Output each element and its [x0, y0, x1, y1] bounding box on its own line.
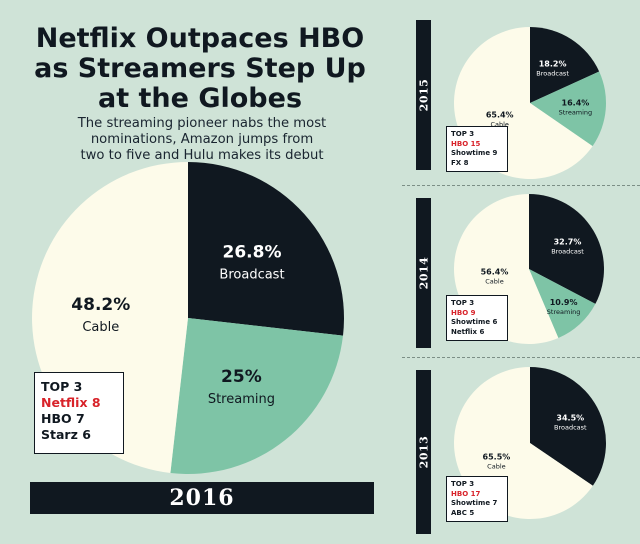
top3-item-first: HBO 15 [451, 139, 481, 148]
subtitle-line: two to five and Hulu makes its debut [80, 148, 324, 163]
top3-heading: TOP 3 [451, 130, 475, 138]
top3-item-third: Starz 6 [41, 427, 91, 442]
chart-subtitle: The streaming pioneer nabs the most nomi… [60, 116, 344, 164]
slice-category-label: Streaming [547, 308, 581, 316]
year-label-2013: 2013 [417, 435, 430, 469]
slice-category-label: Cable [490, 121, 508, 129]
slice-value-label: 32.7% [554, 237, 582, 246]
subtitle-line: The streaming pioneer nabs the most [77, 116, 327, 131]
pie-slice-broadcast [530, 367, 607, 486]
section-divider [402, 357, 640, 358]
top3-item-third: FX 8 [451, 158, 469, 167]
slice-value-label: 18.2% [539, 60, 567, 69]
slice-value-label: 16.4% [562, 99, 590, 108]
top3-item-second: Showtime 7 [451, 499, 498, 507]
top3-heading: TOP 3 [451, 299, 475, 307]
pie-slice-streaming [529, 269, 596, 339]
chart-title: Netflix Outpaces HBO as Streamers Step U… [16, 24, 384, 114]
pie-slice-streaming [170, 318, 343, 474]
section-divider [402, 185, 640, 186]
pie-slice-streaming [530, 71, 607, 147]
title-line: at the Globes [97, 83, 303, 114]
top3-item-second: Showtime 6 [451, 318, 498, 326]
top3-item-second: HBO 7 [41, 411, 85, 426]
slice-category-label: Cable [485, 278, 503, 286]
slice-value-label: 48.2% [71, 295, 130, 315]
subtitle-line: nominations, Amazon jumps from [90, 132, 314, 147]
slice-value-label: 65.5% [483, 452, 511, 461]
pie-slice-broadcast [530, 27, 600, 103]
slice-value-label: 26.8% [223, 243, 282, 263]
pie-slice-broadcast [188, 162, 344, 336]
slice-value-label: 10.9% [550, 298, 578, 307]
top3-heading: TOP 3 [451, 480, 475, 488]
top3-item-third: Netflix 6 [451, 327, 485, 336]
year-bar-2014: 2014 [416, 198, 431, 348]
slice-category-label: Streaming [559, 109, 593, 117]
slice-value-label: 25% [221, 367, 262, 387]
top3-item-first: HBO 9 [451, 308, 476, 317]
slice-category-label: Broadcast [554, 423, 587, 431]
year-label-2015: 2015 [417, 78, 430, 112]
year-label-2014: 2014 [417, 256, 430, 290]
slice-category-label: Broadcast [219, 268, 284, 283]
top3-item-first: Netflix 8 [41, 395, 101, 410]
top3-box-2013: TOP 3 HBO 17 Showtime 7 ABC 5 [446, 476, 508, 522]
slice-value-label: 34.5% [556, 413, 584, 422]
title-line: as Streamers Step Up [34, 53, 366, 84]
top3-box-2015: TOP 3 HBO 15 Showtime 9 FX 8 [446, 126, 508, 172]
title-line: Netflix Outpaces HBO [35, 23, 365, 54]
pie-slice-broadcast [529, 194, 604, 304]
slice-category-label: Broadcast [536, 70, 569, 78]
top3-heading: TOP 3 [41, 379, 83, 394]
slice-category-label: Streaming [208, 392, 275, 407]
slice-value-label: 56.4% [481, 268, 509, 277]
top3-item-second: Showtime 9 [451, 149, 498, 157]
top3-item-first: HBO 17 [451, 489, 481, 498]
slice-category-label: Cable [82, 320, 119, 335]
year-banner-2016: 2016 [30, 482, 374, 514]
top3-box-2014: TOP 3 HBO 9 Showtime 6 Netflix 6 [446, 295, 508, 341]
top3-box-2016: TOP 3 Netflix 8 HBO 7 Starz 6 [34, 372, 124, 454]
slice-category-label: Cable [487, 462, 505, 470]
year-bar-2013: 2013 [416, 370, 431, 534]
top3-item-third: ABC 5 [451, 508, 475, 517]
slice-category-label: Broadcast [551, 247, 584, 255]
slice-value-label: 65.4% [486, 111, 514, 120]
year-bar-2015: 2015 [416, 20, 431, 170]
